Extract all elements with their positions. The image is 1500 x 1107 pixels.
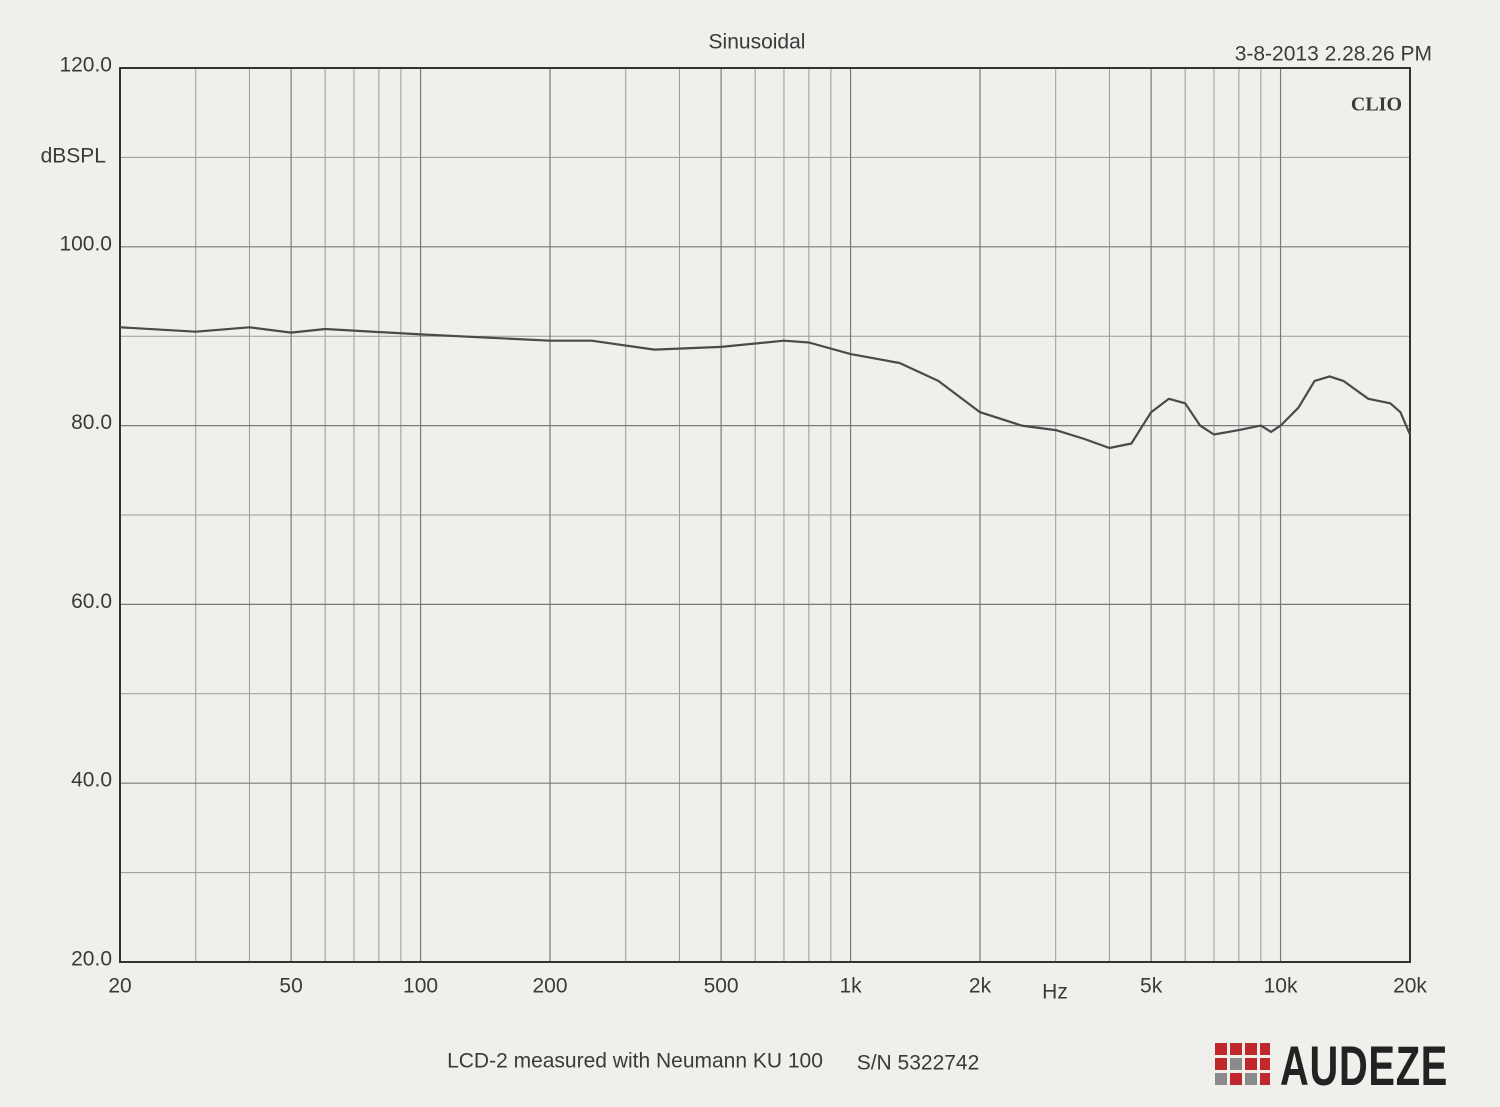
x-tick-label: 5k — [1140, 975, 1163, 998]
x-tick-label: 500 — [704, 975, 739, 998]
x-tick-label: 20 — [108, 975, 131, 998]
caption: LCD-2 measured with Neumann KU 100 — [447, 1050, 823, 1073]
chart-title: Sinusoidal — [709, 31, 806, 54]
x-tick-label: 50 — [279, 975, 302, 998]
timestamp: 3-8-2013 2.28.26 PM — [1235, 43, 1432, 66]
y-axis-label: dBSPL — [41, 145, 106, 168]
watermark: CLIO — [1351, 94, 1402, 116]
logo-icon — [1215, 1043, 1270, 1085]
plot-frame — [119, 67, 1411, 963]
x-tick-label: 200 — [532, 975, 567, 998]
x-axis-label: Hz — [1042, 981, 1068, 1004]
y-tick-label: 100.0 — [59, 232, 112, 255]
y-tick-label: 60.0 — [71, 590, 112, 613]
x-tick-label: 20k — [1393, 975, 1427, 998]
response-line — [119, 326, 1412, 450]
serial: S/N 5322742 — [857, 1052, 980, 1075]
x-tick-label: 1k — [839, 975, 862, 998]
brand-logo: AUDEZE — [1280, 1034, 1448, 1097]
y-tick-label: 20.0 — [71, 948, 112, 971]
y-tick-label: 120.0 — [59, 54, 112, 77]
x-tick-label: 2k — [969, 975, 992, 998]
y-tick-label: 40.0 — [71, 769, 112, 792]
y-tick-label: 80.0 — [71, 411, 112, 434]
x-tick-label: 100 — [403, 975, 438, 998]
x-tick-label: 10k — [1264, 975, 1298, 998]
